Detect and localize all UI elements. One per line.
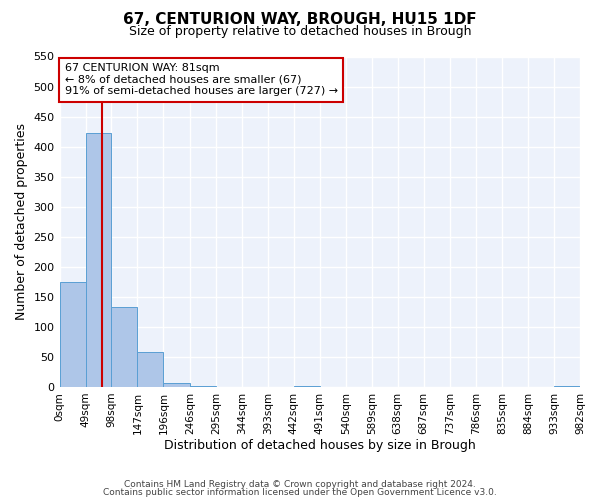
Bar	[59, 282, 86, 387]
Y-axis label: Number of detached properties: Number of detached properties	[15, 123, 28, 320]
Text: 67, CENTURION WAY, BROUGH, HU15 1DF: 67, CENTURION WAY, BROUGH, HU15 1DF	[123, 12, 477, 28]
Text: 67 CENTURION WAY: 81sqm
← 8% of detached houses are smaller (67)
91% of semi-det: 67 CENTURION WAY: 81sqm ← 8% of detached…	[65, 63, 338, 96]
Text: Contains public sector information licensed under the Open Government Licence v3: Contains public sector information licen…	[103, 488, 497, 497]
Text: Size of property relative to detached houses in Brough: Size of property relative to detached ho…	[129, 25, 471, 38]
Bar	[137, 352, 163, 387]
Bar	[190, 386, 216, 387]
Bar	[163, 383, 190, 387]
Bar	[554, 386, 580, 387]
Bar	[86, 134, 112, 387]
X-axis label: Distribution of detached houses by size in Brough: Distribution of detached houses by size …	[164, 440, 476, 452]
Bar	[112, 307, 137, 387]
Text: Contains HM Land Registry data © Crown copyright and database right 2024.: Contains HM Land Registry data © Crown c…	[124, 480, 476, 489]
Bar	[294, 386, 320, 387]
